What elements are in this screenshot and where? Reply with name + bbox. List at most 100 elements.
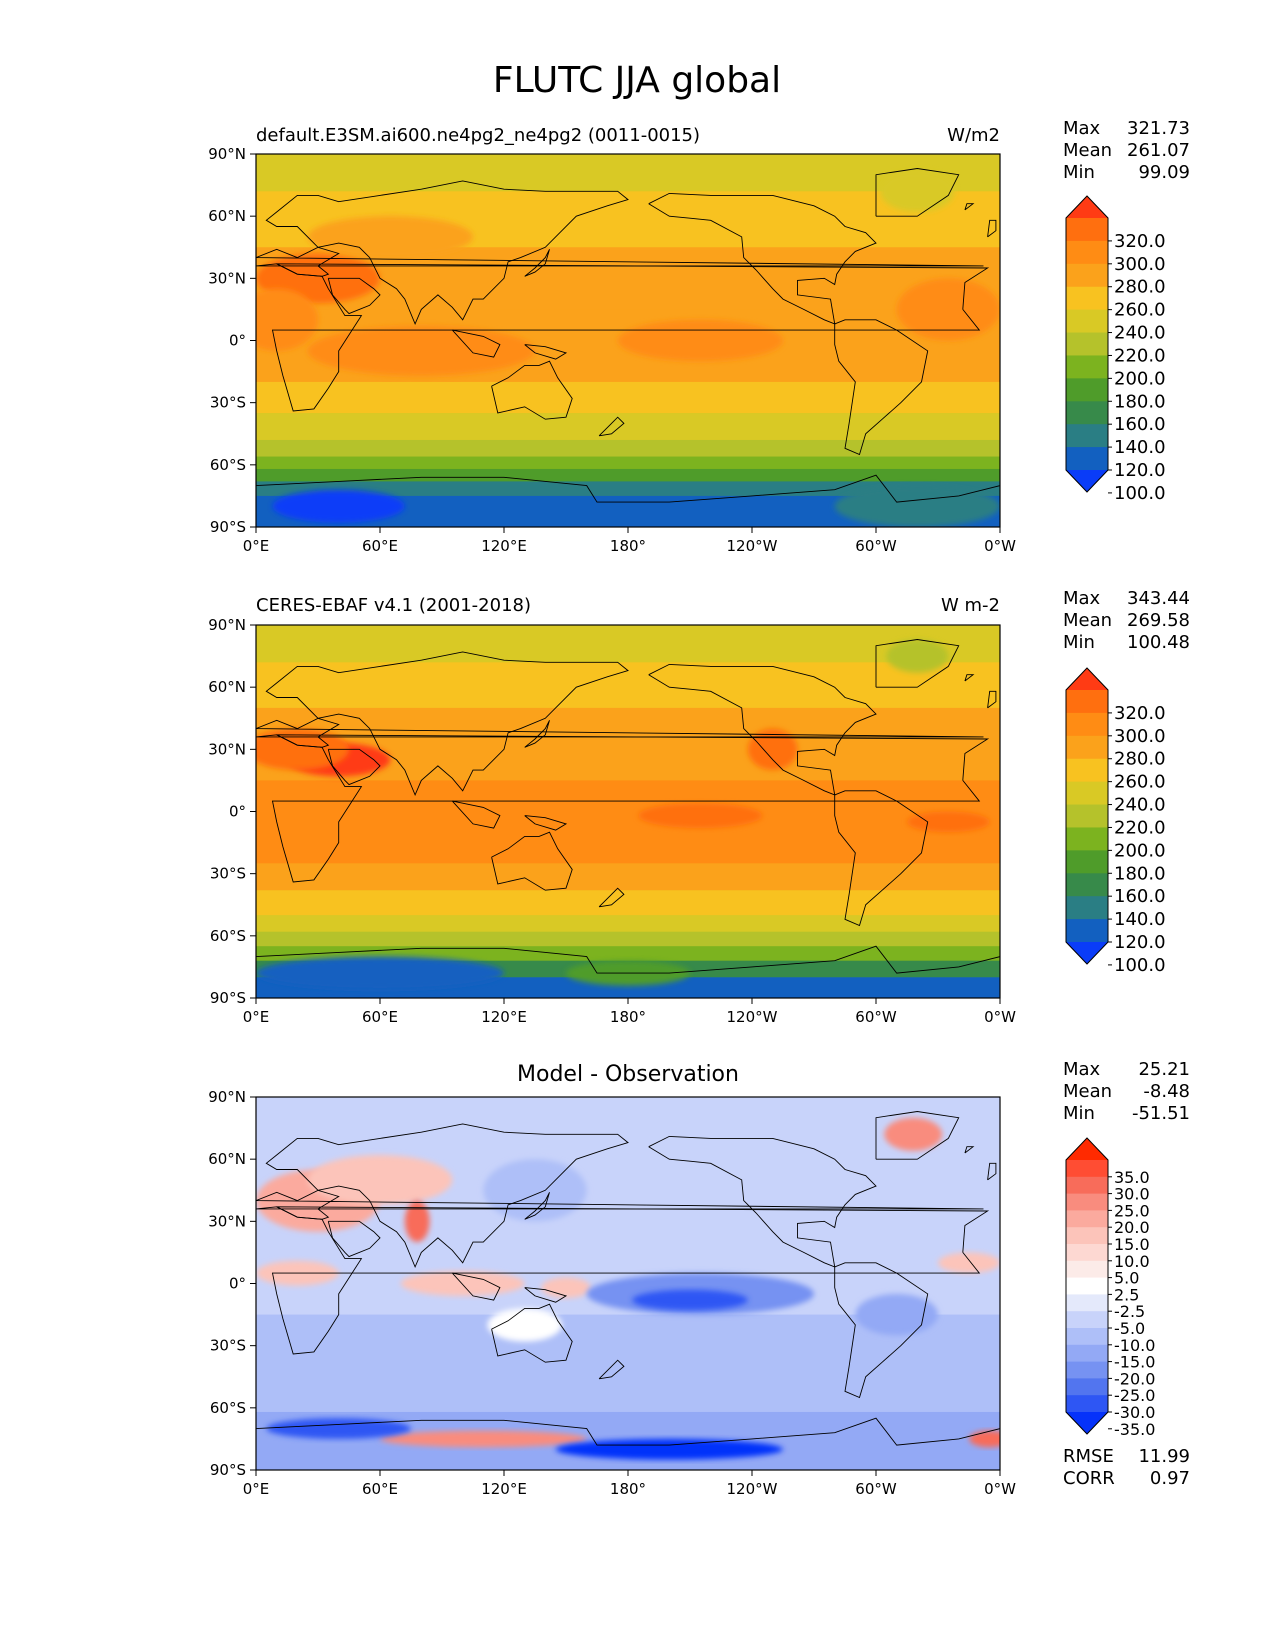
- x-tick-label: 60°W: [855, 1008, 897, 1026]
- x-tick-label: 120°E: [481, 537, 527, 555]
- y-tick-label: 30°N: [208, 740, 246, 758]
- stat-label: Min: [1063, 1103, 1095, 1124]
- colorbar-swatch: [1066, 735, 1108, 760]
- coastline: [987, 690, 997, 709]
- panel-obs-map: [255, 624, 1001, 999]
- y-tick-label: 60°S: [210, 927, 246, 945]
- colorbar-swatch: [1066, 850, 1108, 874]
- y-tick-label: 90°S: [210, 989, 246, 1007]
- field: [256, 154, 1000, 527]
- colorbar-label: 10.0: [1114, 1252, 1150, 1271]
- panel-obs-title-left: CERES-EBAF v4.1 (2001-2018): [256, 595, 531, 616]
- colorbar-label: 260.0: [1114, 772, 1166, 793]
- y-tick-label: 60°S: [210, 1399, 246, 1417]
- panel-diff-metrics: RMSE 11.99 CORR 0.97: [1063, 1446, 1190, 1489]
- stat-value: 99.09: [1138, 162, 1190, 183]
- x-tick-label: 120°W: [727, 537, 778, 555]
- colorbar-label: 140.0: [1114, 437, 1166, 458]
- colorbar-swatch: [1066, 1160, 1108, 1178]
- panel-model-colorbar: 320.0300.0280.0260.0240.0220.0200.0180.0…: [1065, 195, 1166, 504]
- y-tick-label: 30°S: [210, 1337, 246, 1355]
- y-tick-label: 60°S: [210, 456, 246, 474]
- colorbar-label: 100.0: [1114, 955, 1166, 976]
- coastline: [491, 360, 573, 420]
- x-tick-label: 120°W: [727, 1480, 778, 1498]
- colorbar-swatch: [1066, 896, 1108, 920]
- stat-label: Mean: [1063, 140, 1112, 161]
- colorbar-swatch: [1066, 286, 1108, 311]
- colorbar-label: 180.0: [1114, 391, 1166, 412]
- stat-value: 321.73: [1127, 118, 1190, 139]
- figure-title: FLUTC JJA global: [493, 60, 781, 101]
- colorbar-swatch: [1066, 401, 1108, 425]
- colorbar-label: 160.0: [1114, 414, 1166, 435]
- panel-model: default.E3SM.ai600.ne4pg2_ne4pg2 (0011-0…: [208, 118, 1190, 555]
- panel-diff-colorbar: 35.030.025.020.015.010.05.02.5-2.5-5.0-1…: [1065, 1137, 1155, 1439]
- coastline: [491, 1303, 573, 1363]
- panel-model-axes: 0°E 60°E 120°E 180° 120°W 60°W 0°W 90°N 60°N 30°N…: [208, 145, 1016, 555]
- coastline: [598, 416, 625, 437]
- colorbar-swatch: [1066, 919, 1108, 943]
- colorbar-label: 220.0: [1114, 817, 1166, 838]
- colorbar-extend-min: [1066, 470, 1108, 492]
- x-tick-label: 120°E: [481, 1008, 527, 1026]
- metric-label: CORR: [1063, 1468, 1115, 1489]
- colorbar-label: 120.0: [1114, 460, 1166, 481]
- stat-value: -51.51: [1132, 1103, 1190, 1124]
- x-tick-label: 0°W: [984, 537, 1016, 555]
- field-band: [256, 780, 1000, 865]
- y-tick-label: 60°N: [208, 207, 246, 225]
- coastline: [648, 663, 877, 796]
- colorbar-extend-min: [1066, 942, 1108, 964]
- coastline: [271, 263, 990, 412]
- field-anomaly: [307, 1155, 453, 1205]
- colorbar-label: 20.0: [1114, 1218, 1150, 1237]
- colorbar-swatch: [1066, 309, 1108, 334]
- colorbar-swatch: [1066, 263, 1108, 288]
- panel-diff-axes: 0°E 60°E 120°E 180° 120°W 60°W 0°W 90°N 60°N 30°N…: [208, 1088, 1016, 1498]
- colorbar-swatch: [1066, 1311, 1108, 1329]
- colorbar-label: 2.5: [1114, 1285, 1139, 1304]
- x-tick-label: 0°E: [243, 1008, 270, 1026]
- colorbar-swatch: [1066, 758, 1108, 783]
- y-tick-label: 30°S: [210, 865, 246, 883]
- colorbar-swatch: [1066, 1395, 1108, 1413]
- colorbar-label: 240.0: [1114, 795, 1166, 816]
- colorbar-swatch: [1066, 1378, 1108, 1396]
- x-tick-label: 180°: [610, 537, 646, 555]
- colorbar-swatch: [1066, 873, 1108, 897]
- field-band: [256, 247, 1000, 311]
- colorbar-label: 200.0: [1114, 368, 1166, 389]
- field-band: [256, 946, 1000, 962]
- panel-model-map: [255, 153, 1001, 528]
- x-tick-label: 0°W: [984, 1008, 1016, 1026]
- field-band: [256, 468, 1000, 483]
- colorbar-swatch: [1066, 1260, 1108, 1279]
- colorbar-swatch: [1066, 240, 1108, 265]
- y-tick-label: 90°N: [208, 1088, 246, 1106]
- colorbar-label: -35.0: [1114, 1420, 1155, 1439]
- colorbar-swatch: [1066, 218, 1108, 242]
- colorbar-swatch: [1066, 690, 1108, 714]
- colorbar-label: 120.0: [1114, 932, 1166, 953]
- colorbar-swatch: [1066, 1176, 1108, 1195]
- colorbar-swatch: [1066, 804, 1108, 829]
- panel-diff-stats: Max 25.21 Mean -8.48 Min -51.51: [1063, 1059, 1190, 1124]
- colorbar-label: 300.0: [1114, 254, 1166, 275]
- coastline: [987, 219, 997, 238]
- field-band: [256, 915, 1000, 933]
- coastline: [875, 639, 960, 688]
- field-anomaly: [632, 1289, 748, 1311]
- panel-diff-title: Model - Observation: [517, 1062, 739, 1087]
- field: [256, 625, 1000, 998]
- x-tick-label: 120°W: [727, 1008, 778, 1026]
- coastline: [987, 1162, 997, 1181]
- coastline: [648, 1135, 877, 1268]
- panel-diff: Model - Observation 0°E 60°E 120°E 180° 120°…: [208, 1059, 1190, 1498]
- coastline: [524, 815, 568, 831]
- colorbar-label: 320.0: [1114, 703, 1166, 724]
- colorbar-swatch: [1066, 447, 1108, 471]
- field-anomaly: [256, 956, 504, 990]
- coastline: [834, 319, 929, 456]
